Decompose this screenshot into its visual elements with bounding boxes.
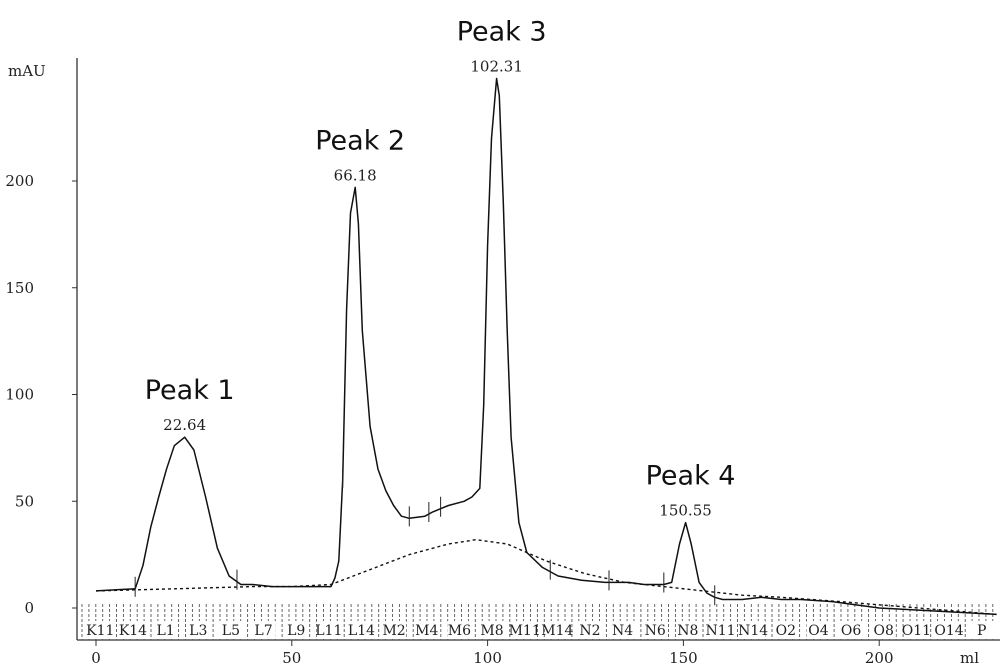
peak-title: Peak 2 (315, 125, 405, 156)
y-tick-label: 150 (5, 279, 34, 297)
fraction-label-bg (349, 621, 374, 638)
peak-value-label: 22.64 (163, 416, 206, 434)
fraction-label: M14 (541, 623, 573, 639)
peak-annotations: Peak 1 22.64 Peak 2 66.18 Peak 3 102.31 Peak 4… (145, 17, 736, 520)
peak-title: Peak 1 (145, 375, 235, 406)
fraction-label: O6 (841, 623, 861, 639)
fraction-label-bg (675, 621, 700, 638)
y-tick-label: 50 (15, 492, 34, 510)
y-tick-label: 200 (5, 172, 34, 190)
fraction-label: O4 (808, 623, 828, 639)
fraction-label: O2 (776, 623, 796, 639)
baseline-series-line (95, 539, 997, 616)
axis-ticks: 0 50 100 150 200 0 50 100 150 200 (5, 172, 893, 666)
fraction-markers: K11 K14 L1 L3 L5 L7 L9 L11 L14 M2 M4 M6 M8 M11 M14 N2 N4… (81, 604, 994, 640)
fraction-label-bg (871, 621, 896, 638)
x-tick-label: 0 (91, 649, 101, 666)
baseline-markers (134, 467, 716, 606)
fraction-label-bg (480, 621, 505, 638)
fraction-label: L14 (348, 623, 375, 639)
fraction-label: K14 (119, 623, 147, 639)
fraction-label: O14 (934, 623, 963, 639)
fraction-label: N6 (645, 623, 666, 639)
peak-value-label: 102.31 (470, 58, 523, 76)
peak-title: Peak 3 (457, 17, 547, 48)
fraction-label: L7 (254, 623, 272, 639)
y-tick-label: 100 (5, 386, 34, 404)
y-tick-label: 0 (24, 599, 34, 617)
fraction-label-bg (904, 621, 929, 638)
fraction-label: P (977, 623, 986, 639)
x-axis-label: ml (960, 649, 979, 666)
fraction-label-bg (577, 621, 602, 638)
fraction-label-bg (773, 621, 798, 638)
y-axis-label: mAU (8, 62, 46, 80)
fraction-label: K11 (86, 623, 114, 639)
fraction-label-bg (382, 621, 407, 638)
fraction-label: L5 (222, 623, 240, 639)
fraction-label-bg (969, 621, 994, 638)
fraction-label-bg (88, 621, 113, 638)
fraction-label-bg (284, 621, 309, 638)
fraction-label: M11 (509, 623, 541, 639)
fraction-label: L11 (315, 623, 342, 639)
fraction-label-bg (545, 621, 570, 638)
x-tick-label: 100 (473, 649, 502, 666)
fraction-label-bg (218, 621, 243, 638)
fraction-label: N8 (677, 623, 698, 639)
fraction-label: M2 (382, 623, 405, 639)
fraction-label: N11 (705, 623, 735, 639)
absorbance-series-line (95, 77, 997, 616)
fraction-label-bg (741, 621, 766, 638)
fraction-label-bg (708, 621, 733, 638)
fraction-label: M6 (448, 623, 471, 639)
fraction-label-bg (153, 621, 178, 638)
fraction-label-bg (414, 621, 439, 638)
fraction-label: L9 (287, 623, 305, 639)
fraction-label: M8 (480, 623, 503, 639)
fraction-label: N2 (579, 623, 600, 639)
peak-value-label: 150.55 (659, 502, 712, 520)
fraction-label: O11 (902, 623, 931, 639)
series-lines (95, 77, 997, 616)
x-tick-label: 200 (865, 649, 894, 666)
fraction-label: N4 (612, 623, 633, 639)
fraction-label-bg (839, 621, 864, 638)
fraction-label-bg (937, 621, 962, 638)
x-tick-label: 50 (282, 649, 301, 666)
fraction-label: M4 (415, 623, 438, 639)
fraction-label: N14 (738, 623, 768, 639)
fraction-label: L3 (189, 623, 207, 639)
fraction-label-bg (251, 621, 276, 638)
fraction-label-bg (316, 621, 341, 638)
x-tick-label: 150 (669, 649, 698, 666)
fraction-label-bg (512, 621, 537, 638)
peak-title: Peak 4 (646, 461, 736, 492)
fraction-label: O8 (874, 623, 894, 639)
peak-value-label: 66.18 (334, 166, 377, 184)
fraction-label-bg (643, 621, 668, 638)
fraction-label: L1 (156, 623, 174, 639)
fraction-label-bg (447, 621, 472, 638)
fraction-label-bg (806, 621, 831, 638)
fraction-label-bg (610, 621, 635, 638)
fraction-label-bg (120, 621, 145, 638)
fraction-label-bg (186, 621, 211, 638)
